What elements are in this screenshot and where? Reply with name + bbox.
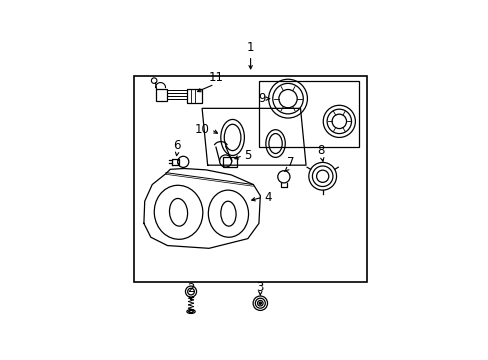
Bar bbox=[134, 76, 366, 282]
Bar bbox=[156, 89, 167, 102]
Text: 8: 8 bbox=[317, 144, 325, 157]
Bar bbox=[259, 81, 358, 147]
Text: 7: 7 bbox=[286, 156, 294, 169]
Text: 10: 10 bbox=[194, 123, 209, 136]
Text: 11: 11 bbox=[208, 71, 223, 84]
Text: 3: 3 bbox=[256, 280, 264, 293]
Circle shape bbox=[259, 302, 261, 304]
Bar bbox=[186, 89, 202, 103]
Bar bbox=[223, 157, 236, 167]
Text: 9: 9 bbox=[257, 92, 265, 105]
Text: 4: 4 bbox=[264, 190, 271, 203]
Text: 2: 2 bbox=[187, 282, 194, 295]
Text: 5: 5 bbox=[243, 149, 250, 162]
Text: 1: 1 bbox=[246, 41, 254, 54]
Text: 6: 6 bbox=[173, 139, 181, 152]
